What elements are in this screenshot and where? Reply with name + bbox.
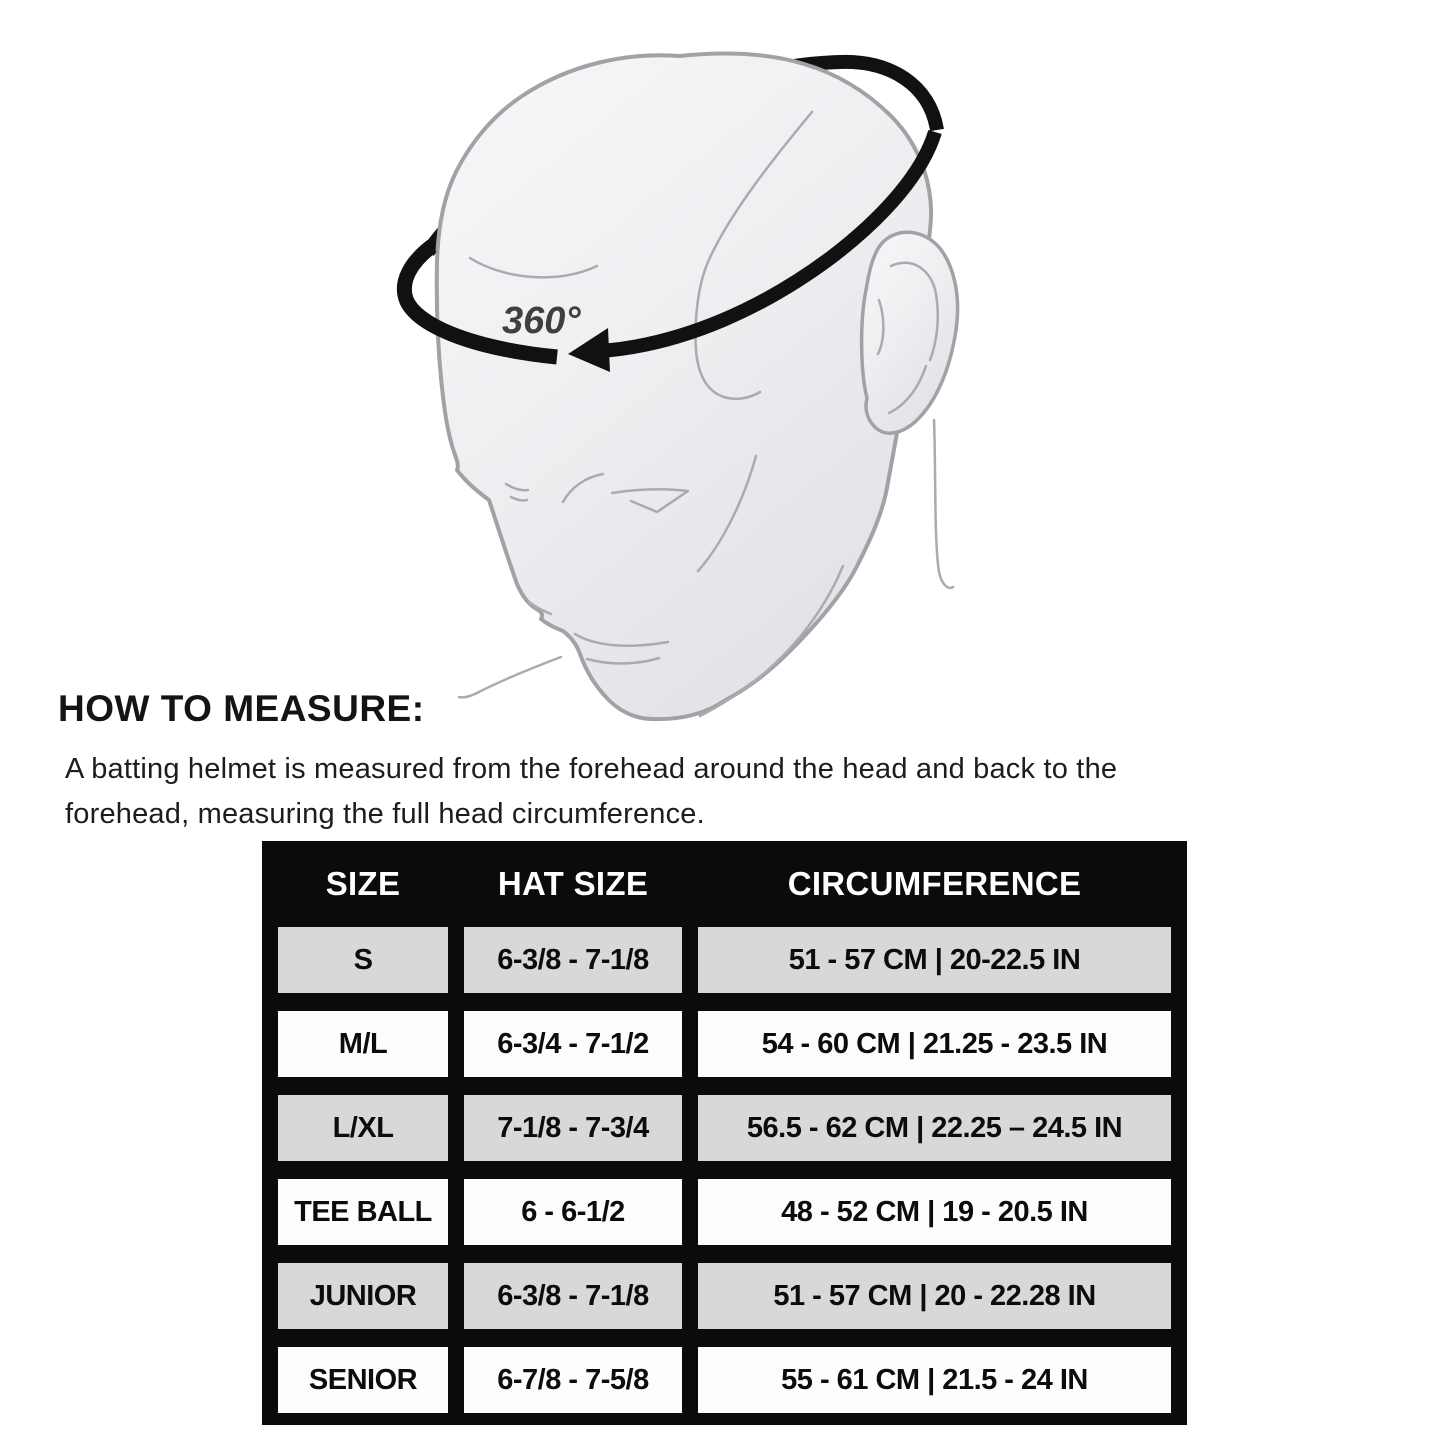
hat-size-cell: 6-3/8 - 7-1/8 [464, 1263, 682, 1329]
hat-size-cell: 6-7/8 - 7-5/8 [464, 1347, 682, 1413]
circumference-cell: 48 - 52 CM | 19 - 20.5 IN [698, 1179, 1171, 1245]
circumference-cell: 51 - 57 CM | 20 - 22.28 IN [698, 1263, 1171, 1329]
hat-size-column-header: HAT SIZE [497, 865, 649, 902]
size-cell: JUNIOR [278, 1263, 448, 1329]
table-row: JUNIOR 6-3/8 - 7-1/8 51 - 57 CM | 20 - 2… [278, 1263, 1171, 1329]
description-line: forehead, measuring the full head circum… [65, 798, 705, 830]
face-feature-lines [457, 110, 955, 718]
size-cell: S [278, 927, 448, 993]
description-line: A batting helmet is measured from the fo… [65, 753, 1118, 785]
hat-size-cell: 7-1/8 - 7-3/4 [464, 1095, 682, 1161]
degree-label: 360° [502, 300, 581, 342]
head-illustration-svg: 360° [396, 51, 960, 722]
how-to-measure-description: A batting helmet is measured from the fo… [65, 747, 1117, 837]
table-header-row: SIZE HAT SIZE CIRCUMFERENCE [278, 841, 1171, 927]
circumference-cell: 51 - 57 CM | 20-22.5 IN [698, 927, 1171, 993]
hat-size-cell: 6-3/4 - 7-1/2 [464, 1011, 682, 1077]
circumference-cell: 54 - 60 CM | 21.25 - 23.5 IN [698, 1011, 1171, 1077]
ear-inner-lines [876, 261, 940, 415]
how-to-measure-heading: HOW TO MEASURE: [58, 688, 425, 729]
circumference-cell: 55 - 61 CM | 21.5 - 24 IN [698, 1347, 1171, 1413]
measuring-band-arrow-tail [601, 129, 942, 358]
hat-size-cell: 6-3/8 - 7-1/8 [464, 927, 682, 993]
size-cell: SENIOR [278, 1347, 448, 1413]
head-measurement-illustration: 360° [396, 51, 960, 722]
size-cell: M/L [278, 1011, 448, 1077]
table-row: TEE BALL 6 - 6-1/2 48 - 52 CM | 19 - 20.… [278, 1179, 1171, 1245]
size-cell: L/XL [278, 1095, 448, 1161]
measuring-band-front [396, 240, 558, 365]
head-silhouette [434, 51, 934, 722]
table-row: S 6-3/8 - 7-1/8 51 - 57 CM | 20-22.5 IN [278, 927, 1171, 993]
table-row: L/XL 7-1/8 - 7-3/4 56.5 - 62 CM | 22.25 … [278, 1095, 1171, 1161]
table-row: SENIOR 6-7/8 - 7-5/8 55 - 61 CM | 21.5 -… [278, 1347, 1171, 1413]
helmet-size-table: SIZE HAT SIZE CIRCUMFERENCE S 6-3/8 - 7-… [262, 841, 1187, 1425]
circumference-cell: 56.5 - 62 CM | 22.25 – 24.5 IN [698, 1095, 1171, 1161]
table-rows: S 6-3/8 - 7-1/8 51 - 57 CM | 20-22.5 IN … [278, 927, 1171, 1413]
circumference-column-header: CIRCUMFERENCE [787, 865, 1082, 902]
table-row: M/L 6-3/4 - 7-1/2 54 - 60 CM | 21.25 - 2… [278, 1011, 1171, 1077]
size-cell: TEE BALL [278, 1179, 448, 1245]
hat-size-cell: 6 - 6-1/2 [464, 1179, 682, 1245]
direction-arrow-icon [568, 328, 610, 372]
size-column-header: SIZE [325, 865, 401, 902]
